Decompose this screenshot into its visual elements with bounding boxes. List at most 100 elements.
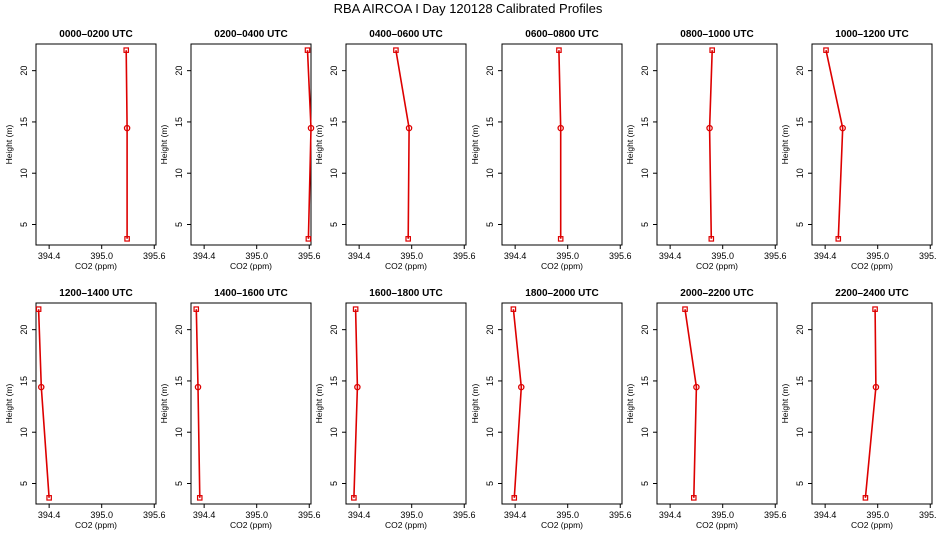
x-tick-label: 394.4 bbox=[348, 251, 371, 261]
panel-title: 0400–0600 UTC bbox=[369, 29, 442, 40]
y-tick-label: 20 bbox=[640, 66, 650, 76]
x-axis-label: CO2 (ppm) bbox=[75, 261, 117, 271]
y-tick-label: 20 bbox=[485, 325, 495, 335]
x-tick-label: 394.4 bbox=[38, 510, 61, 520]
panel-title: 0800–1000 UTC bbox=[680, 29, 753, 40]
data-point bbox=[405, 236, 411, 242]
data-point bbox=[823, 47, 829, 53]
y-tick-label: 20 bbox=[174, 325, 184, 335]
x-tick-label: 395.6 bbox=[453, 251, 476, 261]
y-tick-label: 5 bbox=[174, 481, 184, 486]
y-tick-label: 20 bbox=[329, 325, 339, 335]
data-point bbox=[510, 306, 517, 312]
panel-title: 1400–1600 UTC bbox=[214, 288, 287, 299]
x-tick-label: 394.4 bbox=[348, 510, 371, 520]
y-axis-label: Height (m) bbox=[780, 125, 790, 165]
y-tick-label: 10 bbox=[329, 168, 339, 178]
profile-line bbox=[684, 309, 698, 498]
data-point bbox=[304, 47, 311, 53]
profile-line bbox=[864, 309, 877, 498]
panel-title: 2200–2400 UTC bbox=[835, 288, 908, 299]
plot-frame bbox=[811, 43, 933, 246]
data-point bbox=[194, 383, 202, 391]
x-tick-label: 395.0 bbox=[90, 251, 113, 261]
y-axis-label: Height (m) bbox=[625, 384, 635, 424]
y-tick-label: 15 bbox=[329, 117, 339, 127]
y-axis-label: Height (m) bbox=[159, 125, 169, 165]
y-tick-label: 20 bbox=[19, 325, 29, 335]
x-tick-label: 395.6 bbox=[764, 510, 787, 520]
x-tick-label: 395.0 bbox=[90, 510, 113, 520]
profile-line bbox=[37, 309, 50, 498]
figure-title: RBA AIRCOA I Day 120128 Calibrated Profi… bbox=[333, 1, 603, 16]
data-point bbox=[305, 236, 312, 242]
x-tick-label: 395.6 bbox=[298, 251, 321, 261]
y-tick-label: 15 bbox=[795, 376, 805, 386]
panel-title: 1600–1800 UTC bbox=[369, 288, 442, 299]
y-tick-label: 5 bbox=[640, 481, 650, 486]
x-tick-label: 395.6 bbox=[609, 510, 632, 520]
data-point bbox=[872, 383, 880, 391]
y-tick-label: 15 bbox=[174, 117, 184, 127]
y-axis-label: Height (m) bbox=[314, 125, 324, 165]
plot-frame bbox=[656, 302, 778, 505]
y-tick-label: 5 bbox=[19, 481, 29, 486]
data-point bbox=[393, 47, 399, 53]
profile-line bbox=[353, 309, 359, 498]
panel-title: 1800–2000 UTC bbox=[525, 288, 598, 299]
y-tick-label: 20 bbox=[795, 66, 805, 76]
plot-frame bbox=[501, 43, 623, 246]
y-axis-label: Height (m) bbox=[625, 125, 635, 165]
data-point bbox=[862, 495, 869, 501]
data-point bbox=[557, 236, 564, 242]
y-tick-label: 10 bbox=[174, 427, 184, 437]
data-point bbox=[556, 47, 562, 53]
x-tick-label: 395.0 bbox=[400, 510, 423, 520]
data-point bbox=[193, 306, 200, 312]
y-tick-label: 10 bbox=[174, 168, 184, 178]
y-axis-label: Height (m) bbox=[470, 125, 480, 165]
x-axis-label: CO2 (ppm) bbox=[851, 520, 893, 530]
y-tick-label: 20 bbox=[19, 66, 29, 76]
y-axis-label: Height (m) bbox=[780, 384, 790, 424]
y-axis-label: Height (m) bbox=[314, 384, 324, 424]
y-tick-label: 5 bbox=[174, 222, 184, 227]
y-tick-label: 5 bbox=[329, 222, 339, 227]
x-tick-label: 394.4 bbox=[193, 251, 216, 261]
x-tick-label: 395.6 bbox=[298, 510, 321, 520]
x-axis-label: CO2 (ppm) bbox=[696, 520, 738, 530]
panel-title: 0000–0200 UTC bbox=[59, 29, 132, 40]
x-tick-label: 395.0 bbox=[245, 251, 268, 261]
x-tick-label: 395.6 bbox=[453, 510, 476, 520]
data-point bbox=[682, 306, 688, 312]
y-tick-label: 15 bbox=[640, 117, 650, 127]
y-tick-label: 5 bbox=[640, 222, 650, 227]
y-tick-label: 15 bbox=[640, 376, 650, 386]
x-axis-label: CO2 (ppm) bbox=[541, 261, 583, 271]
y-tick-label: 15 bbox=[795, 117, 805, 127]
data-point bbox=[196, 495, 203, 501]
y-tick-label: 20 bbox=[640, 325, 650, 335]
x-tick-label: 395.6 bbox=[143, 251, 166, 261]
data-point bbox=[693, 383, 700, 391]
x-tick-label: 394.4 bbox=[659, 251, 682, 261]
plot-frame bbox=[811, 302, 933, 505]
y-tick-label: 15 bbox=[485, 376, 495, 386]
x-tick-label: 395.6 bbox=[143, 510, 166, 520]
y-tick-label: 10 bbox=[795, 427, 805, 437]
panel-title: 2000–2200 UTC bbox=[680, 288, 753, 299]
panel-title: 1000–1200 UTC bbox=[835, 29, 908, 40]
x-axis-label: CO2 (ppm) bbox=[385, 261, 427, 271]
profile-line bbox=[825, 50, 844, 239]
data-point bbox=[354, 383, 361, 391]
data-point bbox=[123, 47, 130, 53]
plot-frame bbox=[35, 302, 157, 505]
profile-line bbox=[708, 50, 713, 239]
x-tick-label: 395.0 bbox=[400, 251, 423, 261]
x-tick-label: 394.4 bbox=[814, 251, 837, 261]
x-tick-label: 395.0 bbox=[245, 510, 268, 520]
profile-line bbox=[195, 309, 201, 498]
x-tick-label: 395.0 bbox=[711, 251, 734, 261]
y-tick-label: 20 bbox=[329, 66, 339, 76]
